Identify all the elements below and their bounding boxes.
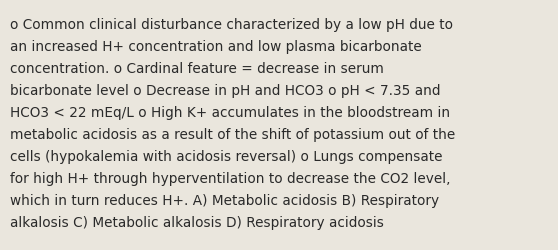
Text: concentration. o Cardinal feature = decrease in serum: concentration. o Cardinal feature = decr… [10, 62, 384, 76]
Text: HCO3 < 22 mEq/L o High K+ accumulates in the bloodstream in: HCO3 < 22 mEq/L o High K+ accumulates in… [10, 106, 450, 120]
Text: which in turn reduces H+. A) Metabolic acidosis B) Respiratory: which in turn reduces H+. A) Metabolic a… [10, 194, 439, 207]
Text: o Common clinical disturbance characterized by a low pH due to: o Common clinical disturbance characteri… [10, 18, 453, 32]
Text: cells (hypokalemia with acidosis reversal) o Lungs compensate: cells (hypokalemia with acidosis reversa… [10, 150, 442, 164]
Text: bicarbonate level o Decrease in pH and HCO3 o pH < 7.35 and: bicarbonate level o Decrease in pH and H… [10, 84, 441, 98]
Text: an increased H+ concentration and low plasma bicarbonate: an increased H+ concentration and low pl… [10, 40, 422, 54]
Text: for high H+ through hyperventilation to decrease the CO2 level,: for high H+ through hyperventilation to … [10, 172, 450, 185]
Text: alkalosis C) Metabolic alkalosis D) Respiratory acidosis: alkalosis C) Metabolic alkalosis D) Resp… [10, 216, 384, 230]
Text: metabolic acidosis as a result of the shift of potassium out of the: metabolic acidosis as a result of the sh… [10, 128, 455, 141]
